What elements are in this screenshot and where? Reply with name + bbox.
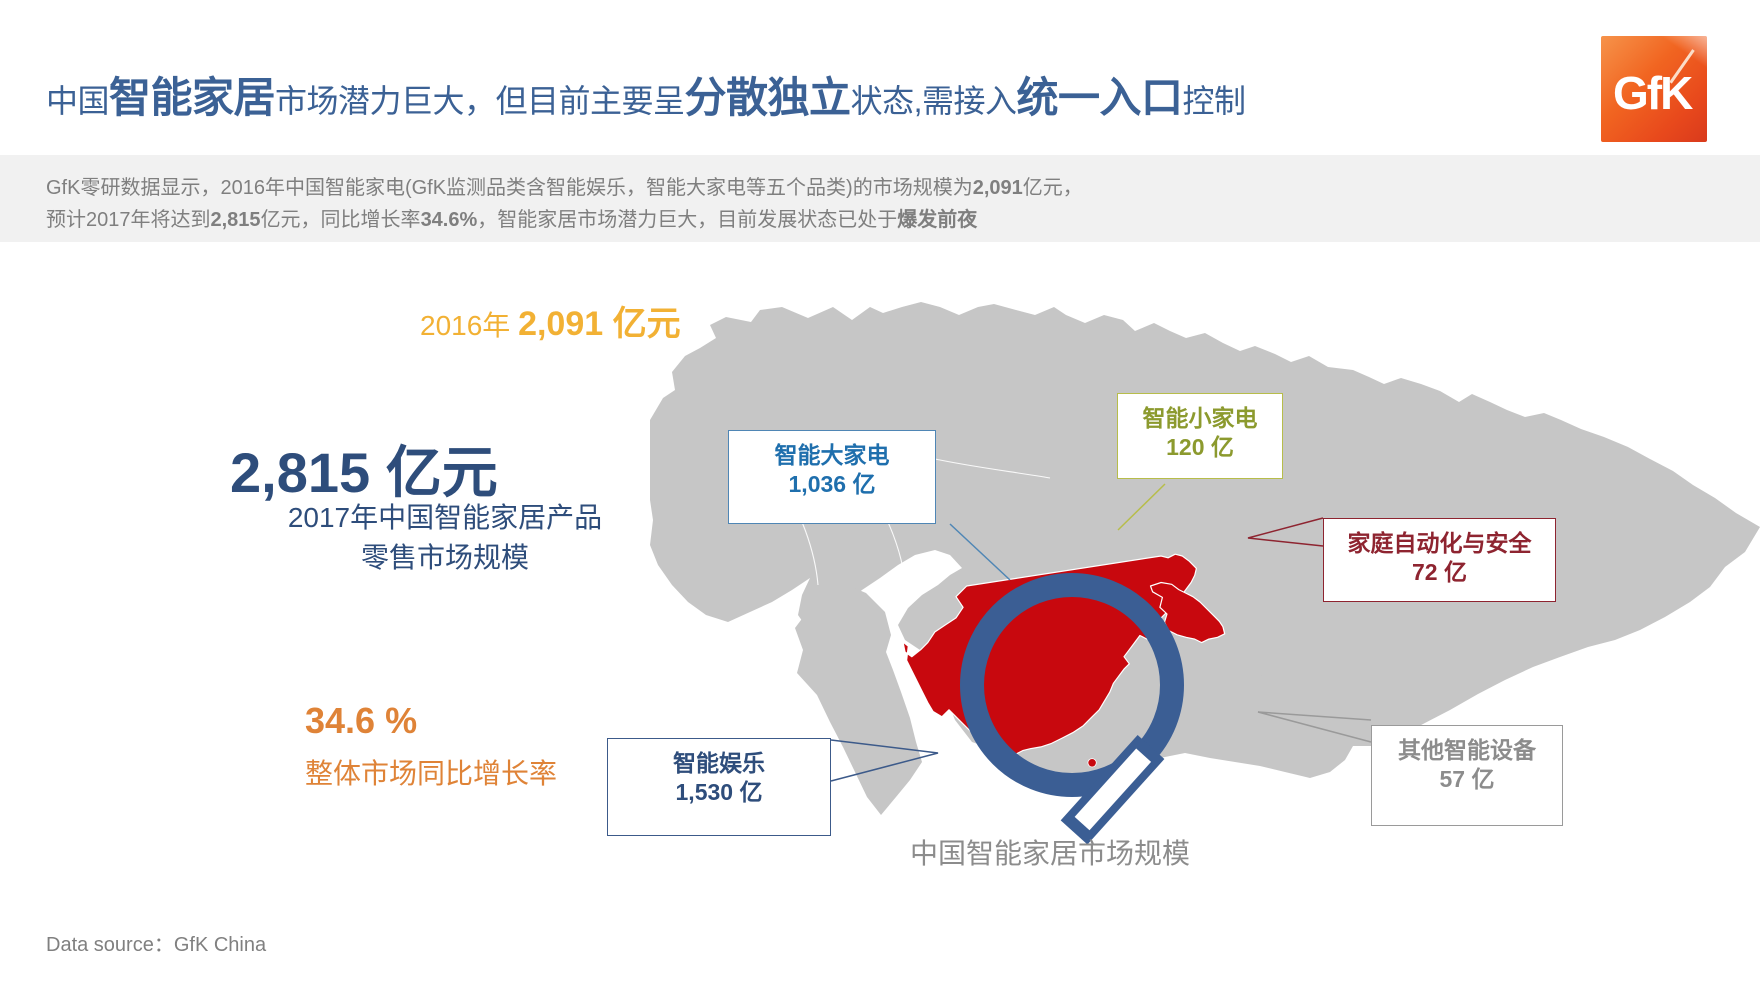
- svg-text:中国智能家居市场规模: 中国智能家居市场规模: [910, 838, 1190, 869]
- svg-text:GfK: GfK: [1613, 67, 1693, 119]
